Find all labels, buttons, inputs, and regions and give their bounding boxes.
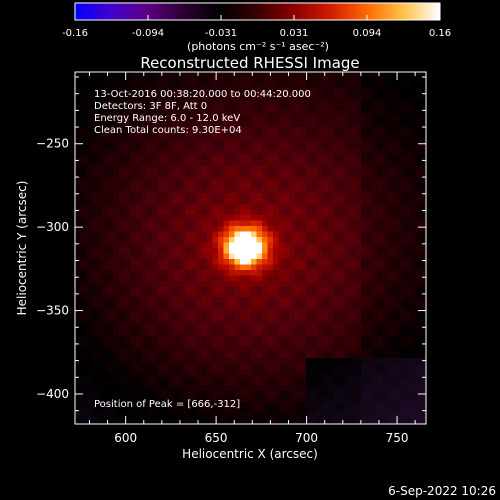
observation-annotations: 13-Oct-2016 00:38:20.000 to 00:44:20.000… bbox=[94, 89, 311, 136]
colorbar-unit-label: (photons cm⁻² s⁻¹ asec⁻²) bbox=[187, 40, 329, 53]
colorbar-ticks: -0.16 -0.094 -0.031 0.031 0.094 0.16 bbox=[62, 15, 451, 39]
chart-title: Reconstructed RHESSI Image bbox=[140, 54, 359, 72]
y-tick-label: −250 bbox=[36, 137, 69, 151]
annotation-line: Clean Total counts: 9.30E+04 bbox=[94, 125, 242, 136]
x-tick-label: 600 bbox=[114, 431, 137, 445]
x-axis-label: Heliocentric X (arcsec) bbox=[182, 447, 318, 461]
colorbar-tick-label: -0.16 bbox=[62, 28, 88, 39]
colorbar bbox=[74, 2, 441, 21]
y-tick-label: −400 bbox=[36, 387, 69, 401]
x-tick-label: 700 bbox=[295, 431, 318, 445]
heatmap-image bbox=[75, 72, 426, 424]
y-axis-label: Heliocentric Y (arcsec) bbox=[15, 181, 29, 316]
plot-frame bbox=[74, 71, 427, 425]
x-tick-label: 750 bbox=[386, 431, 409, 445]
colorbar-tick-label: -0.031 bbox=[205, 28, 237, 39]
timestamp: 6-Sep-2022 10:26 bbox=[388, 484, 496, 498]
y-tick-label: −350 bbox=[36, 304, 69, 318]
annotation-line: Detectors: 3F 8F, Att 0 bbox=[94, 101, 207, 112]
x-axis: 600 650 700 750 bbox=[88, 72, 416, 445]
annotation-line: 13-Oct-2016 00:38:20.000 to 00:44:20.000 bbox=[94, 89, 311, 100]
y-tick-label: −300 bbox=[36, 220, 69, 234]
colorbar-tick-label: -0.094 bbox=[132, 28, 164, 39]
colorbar-tick-label: 0.16 bbox=[429, 28, 451, 39]
colorbar-tick-label: 0.031 bbox=[280, 28, 309, 39]
annotation-line: Energy Range: 6.0 - 12.0 keV bbox=[94, 113, 240, 124]
x-tick-label: 650 bbox=[205, 431, 228, 445]
colorbar-tick-label: 0.094 bbox=[353, 28, 382, 39]
y-axis: −250 −300 −350 −400 bbox=[36, 76, 426, 412]
peak-position-label: Position of Peak = [666,-312] bbox=[94, 399, 240, 410]
